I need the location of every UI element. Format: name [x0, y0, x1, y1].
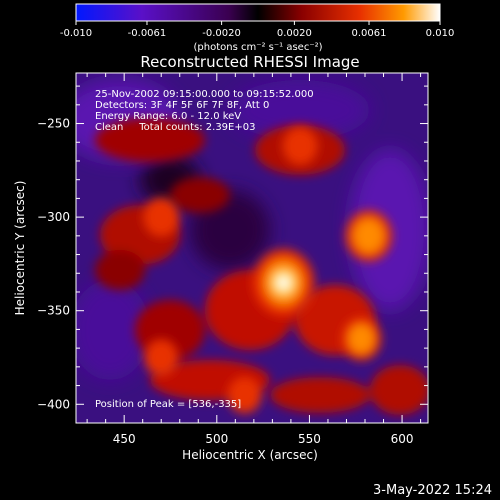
peak-position-label: Position of Peak = [536,-335] [95, 399, 241, 410]
colorbar [75, 3, 441, 22]
y-tick-label: −250 [37, 117, 70, 131]
axis-ticks: 450 500 550 600 −250 −300 −350 −400 [37, 73, 428, 446]
x-axis-label: Heliocentric X (arcsec) [182, 448, 318, 462]
y-tick-label: −300 [37, 210, 70, 224]
x-tick-label: 500 [205, 432, 228, 446]
annotation-time: 25-Nov-2002 09:15:00.000 to 09:15:52.000 [95, 89, 314, 100]
y-tick-label: −400 [37, 397, 70, 411]
annotation-counts: Clean Total counts: 2.39E+03 [95, 122, 255, 133]
plot-frame [75, 72, 429, 424]
x-tick-label: 600 [391, 432, 414, 446]
y-tick-label: −350 [37, 304, 70, 318]
annotation-energy: Energy Range: 6.0 - 12.0 keV [95, 111, 241, 122]
colorbar-ticks: -0.010 -0.0061 -0.0020 0.0020 0.0061 0.010 [60, 21, 454, 39]
y-axis-label: Heliocentric Y (arcsec) [13, 181, 27, 316]
colorbar-tick-label: -0.0020 [202, 28, 241, 39]
annotation-block: 25-Nov-2002 09:15:00.000 to 09:15:52.000… [95, 89, 314, 133]
annotation-detectors: Detectors: 3F 4F 5F 6F 7F 8F, Att 0 [95, 100, 269, 111]
heatmap-image [76, 73, 428, 423]
source-outer [143, 197, 180, 237]
colorbar-tick-label: -0.0061 [128, 28, 167, 39]
x-tick-label: 450 [113, 432, 136, 446]
colorbar-unit-label: (photons cm⁻² s⁻¹ asec⁻²) [193, 42, 322, 53]
source-outer [227, 376, 262, 414]
source-mid [348, 324, 374, 354]
colorbar-tick-label: 0.0020 [277, 28, 312, 39]
x-tick-label: 550 [298, 432, 321, 446]
chart-title: Reconstructed RHESSI Image [140, 53, 359, 71]
colorbar-tick-label: 0.0061 [352, 28, 387, 39]
colorbar-tick-label: -0.010 [60, 28, 92, 39]
source-outer [144, 339, 179, 376]
footer-date: 3-May-2022 15:24 [373, 483, 492, 498]
source-outer [282, 126, 318, 166]
colorbar-tick-label: 0.010 [426, 28, 455, 39]
source-mid [353, 218, 384, 253]
source-peak [277, 276, 290, 289]
